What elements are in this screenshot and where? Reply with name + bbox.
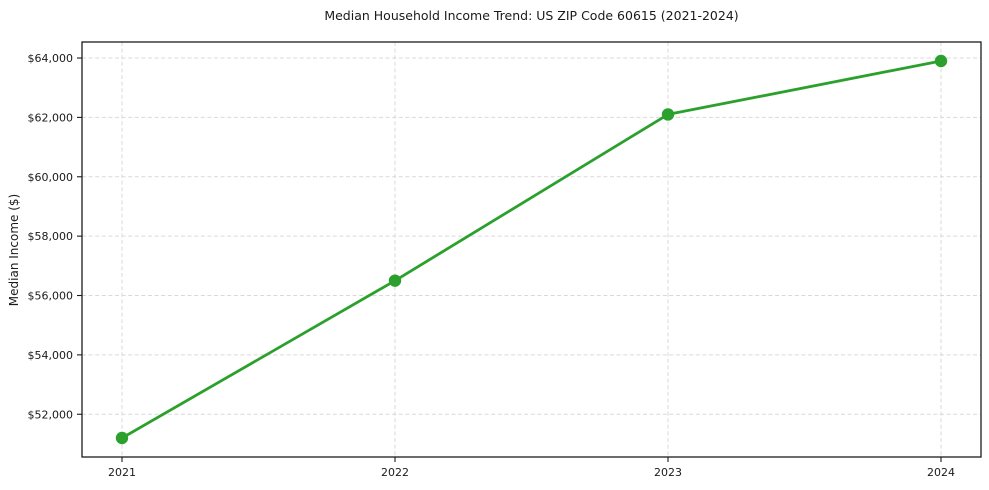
data-point-2022 bbox=[388, 274, 402, 287]
y-tick-label: $64,000 bbox=[28, 52, 74, 65]
data-point-2021 bbox=[115, 431, 129, 445]
chart-title: Median Household Income Trend: US ZIP Co… bbox=[324, 8, 739, 23]
x-tick-label: 2021 bbox=[108, 466, 136, 479]
trend-line bbox=[120, 59, 943, 440]
x-tick-label: 2024 bbox=[927, 466, 955, 479]
y-tick-label: $62,000 bbox=[28, 111, 74, 124]
y-tick-label: $60,000 bbox=[28, 171, 74, 184]
x-tick-label: 2022 bbox=[381, 466, 409, 479]
plot-border bbox=[81, 41, 982, 458]
y-tick-label: $58,000 bbox=[28, 230, 74, 243]
y-tick-label: $56,000 bbox=[28, 290, 74, 303]
data-point-2023 bbox=[661, 108, 675, 121]
data-point-2024 bbox=[934, 54, 948, 68]
y-tick-label: $54,000 bbox=[28, 349, 74, 362]
y-tick-label: $52,000 bbox=[28, 408, 74, 421]
x-tick-label: 2023 bbox=[654, 466, 682, 479]
